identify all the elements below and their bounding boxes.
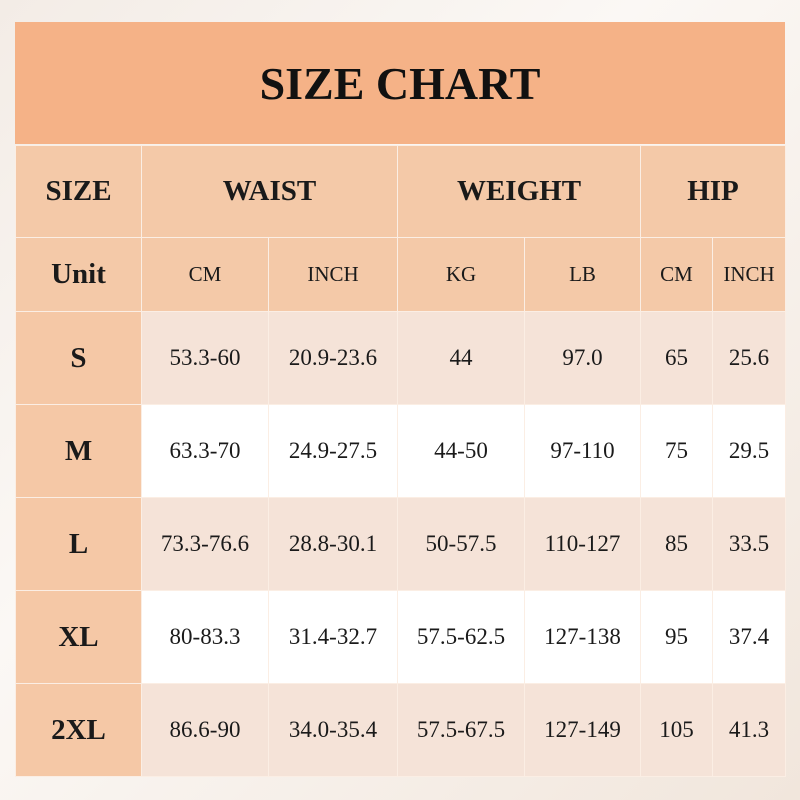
unit-weight-kg: KG	[397, 237, 525, 312]
value-cell: 95	[640, 590, 713, 684]
value-cell: 127-138	[524, 590, 641, 684]
table-row: M 63.3-70 24.9-27.5 44-50 97-110 75 29.5	[15, 404, 786, 498]
header-row: SIZE WAIST WEIGHT HIP	[15, 145, 786, 238]
table-row: L 73.3-76.6 28.8-30.1 50-57.5 110-127 85 33.5	[15, 497, 786, 591]
unit-label: Unit	[15, 237, 142, 312]
value-cell: 75	[640, 404, 713, 498]
value-cell: 34.0-35.4	[268, 683, 398, 777]
value-cell: 25.6	[712, 311, 786, 405]
value-cell: 63.3-70	[141, 404, 269, 498]
header-waist: WAIST	[141, 145, 398, 238]
value-cell: 65	[640, 311, 713, 405]
value-cell: 33.5	[712, 497, 786, 591]
value-cell: 57.5-67.5	[397, 683, 525, 777]
value-cell: 110-127	[524, 497, 641, 591]
size-cell: M	[15, 404, 142, 498]
value-cell: 37.4	[712, 590, 786, 684]
size-table: SIZE WAIST WEIGHT HIP Unit CM INCH KG LB…	[15, 145, 786, 777]
value-cell: 97-110	[524, 404, 641, 498]
value-cell: 105	[640, 683, 713, 777]
header-weight: WEIGHT	[397, 145, 641, 238]
value-cell: 29.5	[712, 404, 786, 498]
table-row: XL 80-83.3 31.4-32.7 57.5-62.5 127-138 95 37.4	[15, 590, 786, 684]
value-cell: 86.6-90	[141, 683, 269, 777]
value-cell: 73.3-76.6	[141, 497, 269, 591]
size-cell: S	[15, 311, 142, 405]
value-cell: 28.8-30.1	[268, 497, 398, 591]
table-row: 2XL 86.6-90 34.0-35.4 57.5-67.5 127-149 105 41…	[15, 683, 786, 777]
unit-waist-inch: INCH	[268, 237, 398, 312]
unit-hip-cm: CM	[640, 237, 713, 312]
value-cell: 53.3-60	[141, 311, 269, 405]
value-cell: 97.0	[524, 311, 641, 405]
size-cell: 2XL	[15, 683, 142, 777]
unit-hip-inch: INCH	[712, 237, 786, 312]
header-size: SIZE	[15, 145, 142, 238]
value-cell: 20.9-23.6	[268, 311, 398, 405]
value-cell: 57.5-62.5	[397, 590, 525, 684]
value-cell: 50-57.5	[397, 497, 525, 591]
value-cell: 85	[640, 497, 713, 591]
unit-row: Unit CM INCH KG LB CM INCH	[15, 237, 786, 312]
size-cell: XL	[15, 590, 142, 684]
unit-waist-cm: CM	[141, 237, 269, 312]
unit-weight-lb: LB	[524, 237, 641, 312]
chart-title: SIZE CHART	[15, 22, 785, 144]
value-cell: 44	[397, 311, 525, 405]
table-row: S 53.3-60 20.9-23.6 44 97.0 65 25.6	[15, 311, 786, 405]
value-cell: 127-149	[524, 683, 641, 777]
value-cell: 31.4-32.7	[268, 590, 398, 684]
value-cell: 80-83.3	[141, 590, 269, 684]
value-cell: 44-50	[397, 404, 525, 498]
value-cell: 41.3	[712, 683, 786, 777]
value-cell: 24.9-27.5	[268, 404, 398, 498]
size-cell: L	[15, 497, 142, 591]
header-hip: HIP	[640, 145, 786, 238]
